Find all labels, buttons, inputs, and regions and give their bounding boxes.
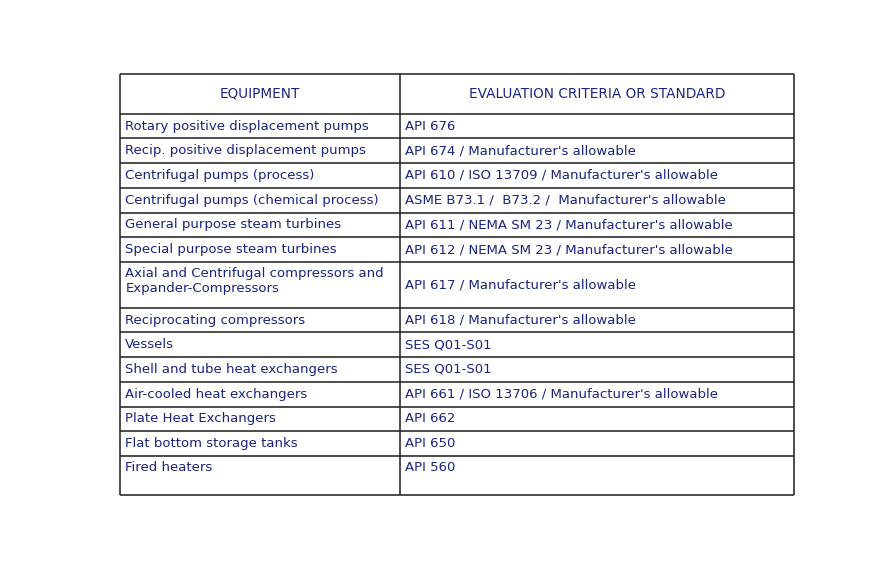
Text: API 611 / NEMA SM 23 / Manufacturer's allowable: API 611 / NEMA SM 23 / Manufacturer's al… [405, 218, 732, 231]
Text: Air-cooled heat exchangers: Air-cooled heat exchangers [125, 387, 308, 400]
Text: General purpose steam turbines: General purpose steam turbines [125, 218, 342, 231]
Text: Centrifugal pumps (process): Centrifugal pumps (process) [125, 169, 315, 182]
Text: Plate Heat Exchangers: Plate Heat Exchangers [125, 412, 277, 425]
Text: API 560: API 560 [405, 461, 455, 474]
Text: Flat bottom storage tanks: Flat bottom storage tanks [125, 437, 298, 450]
Text: Centrifugal pumps (chemical process): Centrifugal pumps (chemical process) [125, 193, 379, 206]
Text: Vessels: Vessels [125, 338, 174, 351]
Text: EQUIPMENT: EQUIPMENT [220, 87, 301, 101]
Text: API 661 / ISO 13706 / Manufacturer's allowable: API 661 / ISO 13706 / Manufacturer's all… [405, 387, 718, 400]
Text: Axial and Centrifugal compressors and
Expander-Compressors: Axial and Centrifugal compressors and Ex… [125, 267, 384, 295]
Text: Special purpose steam turbines: Special purpose steam turbines [125, 243, 337, 256]
Text: Recip. positive displacement pumps: Recip. positive displacement pumps [125, 144, 367, 157]
Text: Reciprocating compressors: Reciprocating compressors [125, 314, 305, 327]
Text: API 617 / Manufacturer's allowable: API 617 / Manufacturer's allowable [405, 278, 636, 292]
Text: Shell and tube heat exchangers: Shell and tube heat exchangers [125, 363, 338, 376]
Text: SES Q01-S01: SES Q01-S01 [405, 363, 491, 376]
Text: API 676: API 676 [405, 120, 455, 133]
Text: EVALUATION CRITERIA OR STANDARD: EVALUATION CRITERIA OR STANDARD [468, 87, 725, 101]
Text: API 674 / Manufacturer's allowable: API 674 / Manufacturer's allowable [405, 144, 636, 157]
Text: ASME B73.1 /  B73.2 /  Manufacturer's allowable: ASME B73.1 / B73.2 / Manufacturer's allo… [405, 193, 725, 206]
Text: Fired heaters: Fired heaters [125, 461, 212, 474]
Text: SES Q01-S01: SES Q01-S01 [405, 338, 491, 351]
Text: API 610 / ISO 13709 / Manufacturer's allowable: API 610 / ISO 13709 / Manufacturer's all… [405, 169, 718, 182]
Text: API 662: API 662 [405, 412, 455, 425]
Text: Rotary positive displacement pumps: Rotary positive displacement pumps [125, 120, 369, 133]
Text: API 618 / Manufacturer's allowable: API 618 / Manufacturer's allowable [405, 314, 636, 327]
Text: API 650: API 650 [405, 437, 455, 450]
Text: API 612 / NEMA SM 23 / Manufacturer's allowable: API 612 / NEMA SM 23 / Manufacturer's al… [405, 243, 732, 256]
